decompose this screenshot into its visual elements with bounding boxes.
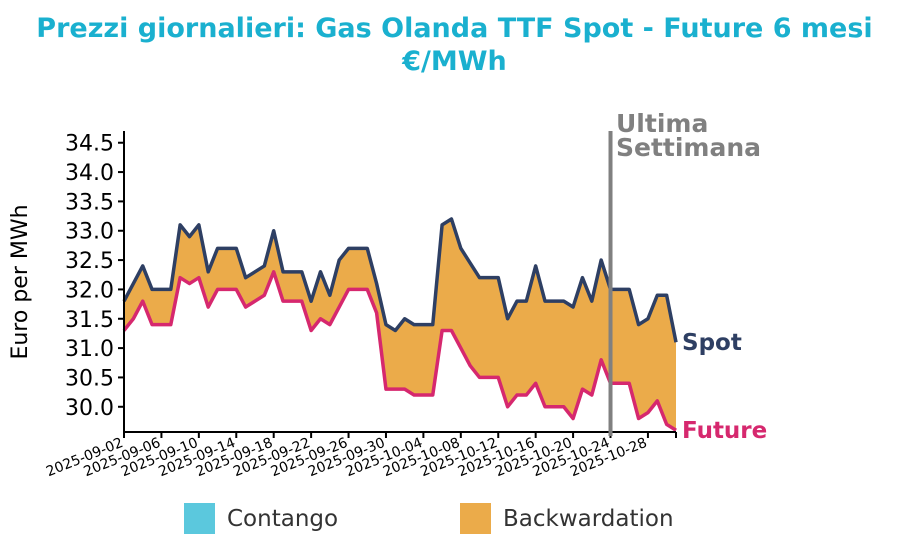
- subtitle-line: €/MWh: [402, 46, 507, 77]
- y-tick-label: 34.5: [65, 132, 114, 157]
- legend-label: Backwardation: [503, 505, 674, 532]
- marker-label: Ultima: [616, 109, 708, 138]
- y-tick-label: 31.5: [65, 308, 114, 333]
- title-line: Prezzi giornalieri: Gas Olanda TTF Spot …: [36, 13, 873, 44]
- y-tick-label: 33.5: [65, 190, 114, 215]
- series-label-spot: Spot: [682, 330, 742, 356]
- legend-swatch-contango: [184, 503, 215, 534]
- series-line-spot: [122, 217, 678, 343]
- legend-label: Contango: [227, 505, 339, 532]
- legend-contango: Contango: [184, 503, 338, 534]
- y-tick-label: 32.0: [65, 278, 114, 303]
- y-axis-label: Euro per MWh: [8, 204, 33, 359]
- marker-label: Settimana: [616, 133, 761, 162]
- y-tick-label: 34.0: [65, 161, 114, 186]
- legend-backwardation: Backwardation: [460, 503, 674, 534]
- y-tick-label: 32.5: [65, 249, 114, 274]
- series-label-future: Future: [682, 418, 767, 444]
- y-tick-label: 30.0: [65, 396, 114, 421]
- chart-title: Prezzi giornalieri: Gas Olanda TTF Spot …: [0, 12, 899, 78]
- y-tick-label: 31.0: [65, 337, 114, 362]
- y-tick-label: 33.0: [65, 220, 114, 245]
- y-tick-label: 30.5: [65, 366, 114, 391]
- legend-swatch-backwardation: [460, 503, 491, 534]
- series-line-future: [122, 270, 677, 432]
